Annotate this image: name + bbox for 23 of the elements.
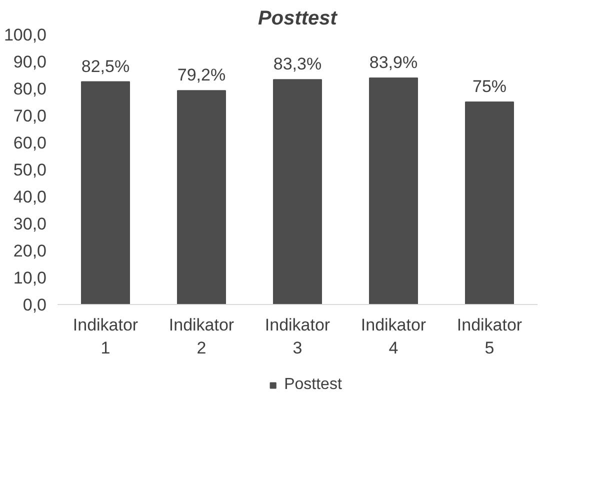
legend-label: Posttest <box>284 376 342 394</box>
y-tick-label: 20,0 <box>13 242 47 260</box>
y-tick-label: 50,0 <box>13 160 47 180</box>
x-tick-label: Indikator 4 <box>360 316 426 358</box>
chart-title: Posttest <box>258 8 338 30</box>
y-tick-label: 100,0 <box>4 26 47 44</box>
x-tick-label: Indikator 2 <box>168 316 234 358</box>
x-tick-label: Indikator 1 <box>72 316 138 358</box>
text: 79,2% <box>177 66 226 85</box>
text: 83,3% <box>273 54 322 74</box>
x-tick-label: Indikator 3 <box>264 316 330 358</box>
y-tick-label: 0,0 <box>22 296 47 314</box>
y-tick-label: 40,0 <box>13 188 47 206</box>
text: 83,9% <box>369 52 418 72</box>
y-tick-label: 70,0 <box>13 106 47 126</box>
text: 75% <box>472 77 507 96</box>
y-tick-label: 90,0 <box>13 52 47 72</box>
y-tick-label: 30,0 <box>13 214 47 234</box>
y-tick-label: 10,0 <box>13 268 47 288</box>
x-tick-label: Indikator 5 <box>456 316 522 358</box>
text: 82,5% <box>81 56 130 76</box>
y-tick-label: 80,0 <box>13 80 47 98</box>
y-tick-label: 60,0 <box>13 134 47 152</box>
